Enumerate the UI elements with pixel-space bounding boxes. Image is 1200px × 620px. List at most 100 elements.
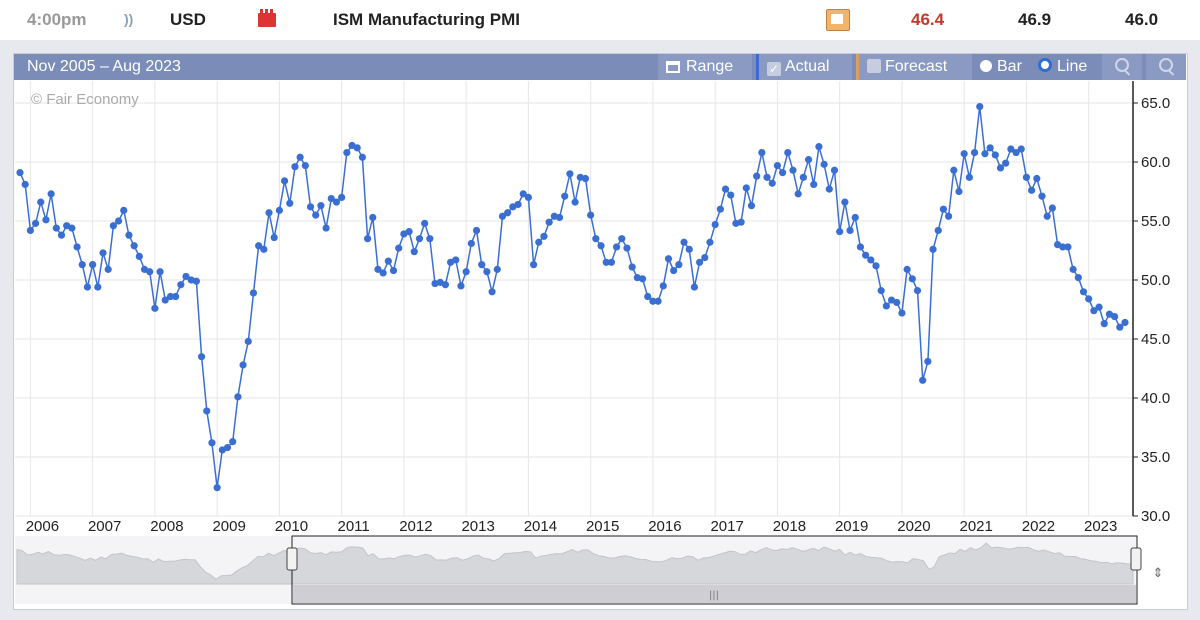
data-point[interactable] bbox=[488, 288, 496, 296]
data-point[interactable] bbox=[156, 268, 164, 276]
data-point[interactable] bbox=[540, 232, 548, 240]
data-point[interactable] bbox=[369, 213, 377, 222]
data-point[interactable] bbox=[644, 292, 652, 301]
data-point[interactable] bbox=[1069, 265, 1077, 273]
data-point[interactable] bbox=[52, 224, 60, 232]
data-point[interactable] bbox=[602, 258, 610, 266]
data-point[interactable] bbox=[846, 226, 854, 235]
data-point[interactable] bbox=[592, 235, 600, 243]
data-point[interactable] bbox=[991, 151, 999, 159]
data-point[interactable] bbox=[986, 144, 994, 152]
data-point[interactable] bbox=[166, 292, 175, 301]
navigator-left-handle[interactable] bbox=[286, 547, 298, 571]
data-point[interactable] bbox=[913, 287, 922, 295]
data-point[interactable] bbox=[125, 231, 133, 239]
data-point[interactable] bbox=[929, 245, 937, 253]
data-point[interactable] bbox=[255, 242, 263, 250]
data-point[interactable] bbox=[26, 226, 34, 235]
data-point[interactable] bbox=[701, 253, 709, 262]
data-point[interactable] bbox=[472, 226, 481, 235]
data-point[interactable] bbox=[654, 297, 662, 305]
data-point[interactable] bbox=[135, 252, 143, 260]
data-point[interactable] bbox=[457, 282, 465, 290]
data-point[interactable] bbox=[836, 228, 844, 236]
data-point[interactable] bbox=[260, 245, 268, 253]
data-point[interactable] bbox=[664, 255, 673, 263]
data-point[interactable] bbox=[16, 169, 24, 177]
data-point[interactable] bbox=[1090, 307, 1098, 315]
data-point[interactable] bbox=[280, 177, 289, 185]
data-point[interactable] bbox=[1043, 212, 1051, 220]
data-point[interactable] bbox=[213, 484, 221, 492]
data-point[interactable] bbox=[753, 172, 761, 180]
data-point[interactable] bbox=[618, 235, 626, 243]
data-point[interactable] bbox=[1085, 295, 1093, 303]
data-point[interactable] bbox=[882, 302, 890, 310]
data-point[interactable] bbox=[529, 261, 538, 269]
data-point[interactable] bbox=[1095, 303, 1103, 311]
data-point[interactable] bbox=[856, 243, 865, 251]
data-point[interactable] bbox=[327, 194, 335, 203]
data-point[interactable] bbox=[57, 231, 66, 239]
data-point[interactable] bbox=[924, 357, 932, 366]
data-point[interactable] bbox=[234, 393, 242, 401]
data-point[interactable] bbox=[950, 166, 958, 174]
data-point[interactable] bbox=[358, 153, 366, 161]
data-point[interactable] bbox=[659, 282, 667, 290]
data-point[interactable] bbox=[94, 283, 102, 291]
data-point[interactable] bbox=[587, 211, 595, 219]
data-point[interactable] bbox=[628, 263, 636, 271]
high-impact-folder-icon[interactable] bbox=[258, 9, 276, 27]
data-point[interactable] bbox=[239, 361, 247, 369]
data-point[interactable] bbox=[1007, 145, 1015, 153]
data-point[interactable] bbox=[784, 148, 792, 157]
data-point[interactable] bbox=[229, 438, 237, 446]
data-point[interactable] bbox=[291, 163, 299, 171]
data-point[interactable] bbox=[960, 150, 968, 158]
data-point[interactable] bbox=[389, 266, 398, 275]
data-point[interactable] bbox=[1033, 174, 1041, 183]
data-point[interactable] bbox=[763, 173, 771, 181]
data-point[interactable] bbox=[607, 258, 616, 266]
data-point[interactable] bbox=[1079, 288, 1088, 296]
data-point[interactable] bbox=[483, 268, 491, 276]
data-point[interactable] bbox=[727, 191, 735, 199]
data-point[interactable] bbox=[903, 265, 911, 273]
data-point[interactable] bbox=[343, 148, 351, 157]
data-point[interactable] bbox=[182, 272, 190, 281]
data-point[interactable] bbox=[561, 192, 569, 200]
data-point[interactable] bbox=[161, 296, 169, 304]
data-point[interactable] bbox=[467, 239, 475, 248]
data-point[interactable] bbox=[696, 258, 704, 266]
data-point[interactable] bbox=[244, 337, 252, 345]
data-point[interactable] bbox=[612, 243, 621, 251]
data-point[interactable] bbox=[711, 220, 719, 229]
data-point[interactable] bbox=[478, 261, 486, 269]
data-point[interactable] bbox=[1012, 148, 1020, 157]
data-point[interactable] bbox=[265, 209, 273, 217]
data-point[interactable] bbox=[249, 289, 258, 297]
data-point[interactable] bbox=[581, 174, 590, 183]
data-point[interactable] bbox=[47, 190, 55, 198]
data-point[interactable] bbox=[1038, 192, 1046, 200]
data-point[interactable] bbox=[197, 353, 206, 361]
data-point[interactable] bbox=[208, 439, 216, 447]
data-point[interactable] bbox=[275, 206, 283, 214]
data-point[interactable] bbox=[638, 275, 647, 283]
bar-radio[interactable]: Bar bbox=[972, 54, 1034, 80]
range-button[interactable]: Range bbox=[658, 54, 752, 80]
data-point[interactable] bbox=[410, 248, 418, 256]
data-point[interactable] bbox=[690, 283, 699, 291]
navigator-scrollbar[interactable] bbox=[293, 585, 1136, 603]
data-point[interactable] bbox=[441, 281, 449, 289]
data-point[interactable] bbox=[919, 376, 927, 384]
data-point[interactable] bbox=[312, 211, 320, 219]
data-point[interactable] bbox=[192, 277, 200, 285]
data-point[interactable] bbox=[815, 143, 823, 151]
data-point[interactable] bbox=[908, 275, 916, 283]
data-point[interactable] bbox=[270, 233, 278, 242]
data-point[interactable] bbox=[42, 216, 50, 224]
data-point[interactable] bbox=[73, 243, 81, 251]
data-point[interactable] bbox=[965, 173, 973, 181]
data-point[interactable] bbox=[851, 213, 859, 222]
